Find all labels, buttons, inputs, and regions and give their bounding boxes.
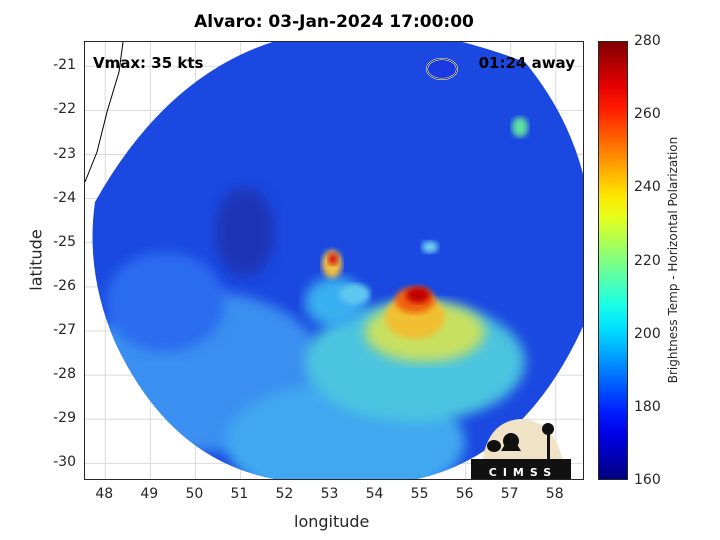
y-tick-label: -26 — [53, 277, 76, 294]
y-tick-label: -30 — [53, 454, 76, 471]
x-axis-label: longitude — [294, 512, 370, 531]
x-tick-label: 52 — [275, 486, 294, 502]
x-tick-label: 56 — [455, 486, 474, 502]
time-away-label: 01:24 away — [478, 54, 575, 72]
y-tick-label: -25 — [53, 233, 76, 250]
colorbar — [598, 41, 628, 480]
coastline — [85, 42, 124, 183]
x-tick-label: 50 — [185, 486, 204, 502]
colorbar-label: Brightness Temp - Horizontal Polarizatio… — [666, 136, 680, 384]
x-tick-label: 55 — [410, 486, 429, 502]
microwave-swath — [92, 42, 583, 479]
colorbar-tick-label: 240 — [634, 179, 661, 196]
island-outline-inner — [426, 58, 458, 80]
colorbar-tick-label: 260 — [634, 106, 661, 123]
vmax-label: Vmax: 35 kts — [93, 54, 204, 72]
map-svg — [85, 42, 583, 479]
x-tick-label: 49 — [140, 486, 159, 502]
logo-text: CIMSS — [489, 466, 557, 479]
y-tick-label: -27 — [53, 321, 76, 338]
y-tick-label: -29 — [53, 410, 76, 427]
y-tick-label: -21 — [53, 57, 76, 74]
x-tick-label: 51 — [230, 486, 249, 502]
x-tick-label: 57 — [500, 486, 519, 502]
cimss-logo: CIMSS — [471, 419, 571, 479]
colorbar-tick-label: 160 — [634, 472, 661, 488]
x-tick-label: 58 — [545, 486, 564, 502]
y-axis-label: latitude — [26, 229, 46, 291]
colorbar-tick-label: 280 — [634, 33, 661, 49]
colorbar-tick-label: 200 — [634, 325, 661, 342]
x-tick-label: 48 — [95, 486, 114, 502]
y-tick-label: -22 — [53, 101, 76, 118]
chart-title: Alvaro: 03-Jan-2024 17:00:00 — [194, 12, 474, 32]
colorbar-tick-label: 180 — [634, 398, 661, 415]
y-tick-label: -28 — [53, 366, 76, 383]
y-tick-label: -24 — [53, 189, 76, 206]
satellite-map: Vmax: 35 kts 01:24 away CIMSS — [84, 41, 584, 480]
x-tick-label: 53 — [320, 486, 339, 502]
x-tick-label: 54 — [365, 486, 384, 502]
y-tick-label: -23 — [53, 145, 76, 162]
colorbar-tick-label: 220 — [634, 252, 661, 269]
